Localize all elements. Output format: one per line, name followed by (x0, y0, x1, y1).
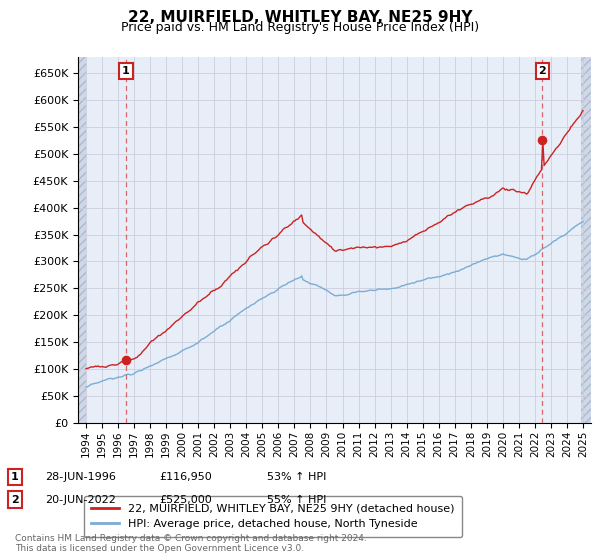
Text: 55% ↑ HPI: 55% ↑ HPI (267, 494, 326, 505)
Text: 1: 1 (11, 472, 19, 482)
Text: £116,950: £116,950 (159, 472, 212, 482)
Point (121, 356, 131, 365)
Text: Price paid vs. HM Land Registry's House Price Index (HPI): Price paid vs. HM Land Registry's House … (121, 21, 479, 34)
Text: 1: 1 (122, 66, 130, 76)
Bar (78, 57, 86, 423)
Text: 22, MUIRFIELD, WHITLEY BAY, NE25 9HY: 22, MUIRFIELD, WHITLEY BAY, NE25 9HY (128, 10, 472, 25)
Bar (581, 57, 591, 423)
Text: 2: 2 (11, 494, 19, 505)
Text: Contains HM Land Registry data © Crown copyright and database right 2024.
This d: Contains HM Land Registry data © Crown c… (15, 534, 367, 553)
Text: 2: 2 (539, 66, 547, 76)
Point (538, 136, 547, 145)
Text: 28-JUN-1996: 28-JUN-1996 (45, 472, 116, 482)
Text: 53% ↑ HPI: 53% ↑ HPI (267, 472, 326, 482)
Legend: 22, MUIRFIELD, WHITLEY BAY, NE25 9HY (detached house), HPI: Average price, detac: 22, MUIRFIELD, WHITLEY BAY, NE25 9HY (de… (83, 496, 462, 537)
Text: 20-JUN-2022: 20-JUN-2022 (45, 494, 116, 505)
Text: £525,000: £525,000 (159, 494, 212, 505)
